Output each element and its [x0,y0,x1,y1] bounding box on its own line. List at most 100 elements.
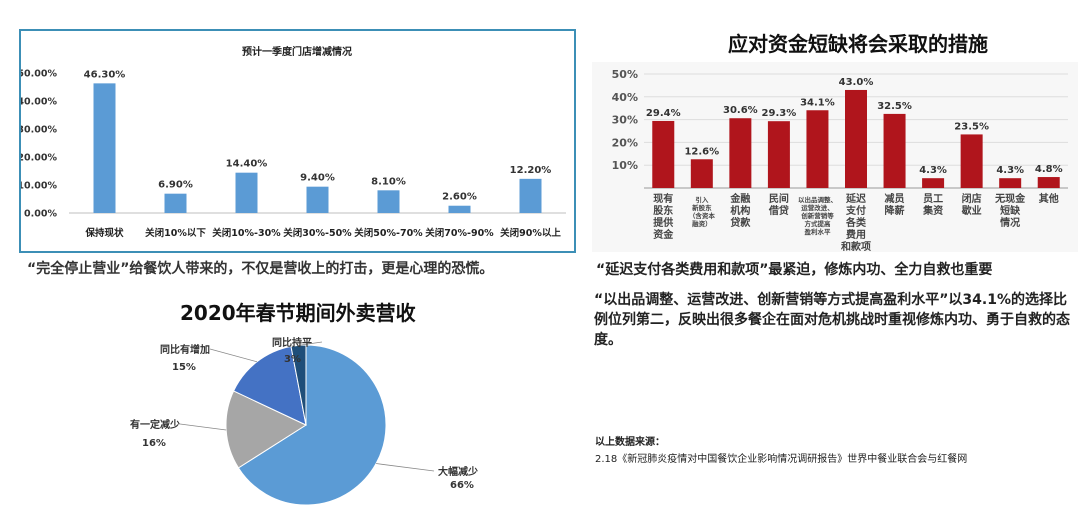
chart1-bar [235,172,258,213]
chart1-value-label: 14.40% [226,159,268,170]
chart1-x-label: 关闭70%-90% [425,227,494,239]
pie-value-label: 16% [142,438,166,449]
chart2-x-label: 集资 [922,204,943,217]
source-block: 以上数据来源： 2.18《新冠肺炎疫情对中国餐饮企业影响情况调研报告》世界中餐业… [595,433,967,465]
chart-store-change-frame: 预计一季度门店增减情况 0.00% 10.00% 20.00% 30.00% 40.00%… [17,29,576,253]
chart1-value-label: 9.40% [300,173,335,184]
chart2-x-label: 机构 [730,204,750,217]
chart1-x-label: 关闭30%-50% [283,227,352,239]
chart1-x-label: 关闭10%以下 [145,227,206,239]
chart1-ytick-label: 30.00% [21,125,57,136]
chart2-value-label: 29.3% [762,108,797,119]
chart1-ytick-label: 10.00% [21,181,57,192]
chart1-x-label: 关闭10%-30% [212,227,281,239]
chart1-bar [448,205,471,213]
pie-category-label: 有一定减少 [130,418,180,431]
chart2-x-label: 引入 [695,195,709,204]
chart1-ytick-label: 50.00% [21,69,57,80]
chart2-value-label: 43.0% [839,77,874,88]
bar-chart-store-change: 预计一季度门店增减情况 0.00% 10.00% 20.00% 30.00% 40.00%… [17,45,566,239]
chart2-value-label: 4.8% [1035,164,1063,175]
chart2-x-label: 员工 [923,193,943,205]
chart2-ytick-label: 10% [612,159,638,172]
chart2-bar [845,89,867,188]
source-label: 以上数据来源： [595,437,665,448]
pie-slice [237,344,387,506]
pie-value-label: 3% [284,354,301,365]
chart2-x-label: 和款项 [840,240,871,252]
chart2-x-label: 贷款 [729,216,751,229]
source-text: 2.18《新冠肺炎疫情对中国餐饮企业影响情况调研报告》世界中餐业联合会与红餐网 [595,454,968,465]
chart2-x-label: 新股东 [692,203,712,212]
chart2-x-label: 短缺 [1000,204,1021,217]
chart2-bar [883,113,906,188]
chart2-x-label: 股东 [653,204,673,217]
chart2-value-label: 32.5% [877,101,912,112]
chart2-bar [960,134,983,188]
chart2-x-label: 各类 [845,216,866,229]
pie-slice [290,344,307,426]
chart1-value-label: 2.60% [442,192,477,203]
chart2-bar [806,110,829,188]
chart2-bar [652,120,675,188]
chart2-ytick-label: 50% [612,68,638,81]
chart2-x-label: 创新营销等 [800,211,834,220]
chart1-bar [306,186,329,213]
chart2-ytick-label: 40% [612,91,638,104]
chart2-x-label: 以出品调整、 [798,195,837,204]
chart1-ytick-label: 40.00% [21,97,57,108]
pie-value-label: 15% [172,362,196,373]
chart2-x-label: 资金 [653,228,674,241]
chart2-bar [1037,177,1060,188]
chart1-ytick-label: 20.00% [21,153,57,164]
pie-slice [232,345,307,426]
chart2-x-label: 降薪 [885,204,905,217]
chart2-x-label: 提供 [653,216,673,229]
chart1-x-label: 关闭50%-70% [354,227,423,239]
chart1-value-label: 6.90% [158,180,193,191]
pie-leader-line [298,341,323,346]
chart1-value-label: 12.20% [510,165,552,176]
chart1-bar [93,83,116,213]
chart1-bar [164,193,187,213]
pie-category-label: 大幅减少 [438,465,478,478]
chart2-x-label: 费用 [846,228,866,241]
chart2-x-label: 闭店 [962,192,982,205]
chart2-x-label: 盈利水平 [803,227,831,236]
chart2-x-label: 支付 [845,204,866,217]
pie-category-label: 同比有增加 [160,343,210,356]
pie-slice [225,390,308,469]
chart2-x-label: 现有 [653,192,673,205]
chart2-value-label: 12.6% [684,146,719,157]
chart2-x-label: 运营改进、 [801,203,834,212]
chart2-value-label: 4.3% [996,165,1024,176]
right-chart-title: 应对资金短缺将会采取的措施 [728,32,988,56]
chart2-x-label: 无现金 [994,192,1026,205]
chart2-x-label: 其他 [1039,192,1059,205]
chart1-x-label: 关闭90%以上 [500,227,561,239]
chart1-ytick-label: 0.00% [24,209,57,220]
pie-category-label: 同比持平 [272,336,312,349]
chart2-x-label: 减员 [885,192,905,205]
chart2-value-label: 4.3% [919,165,947,176]
chart2-x-label: 歇业 [961,204,982,217]
pie-leader-line [209,348,258,363]
caption-left: “完全停止营业”给餐饮人带来的，不仅是营收上的打击，更是心理的恐慌。 [27,261,494,277]
pie-leader-line [376,463,435,472]
chart2-x-label: （含资本 [689,211,716,220]
chart2-x-label: 借贷 [768,204,789,217]
chart2-value-label: 23.5% [954,121,989,132]
right-subtitle: “延迟支付各类费用和款项”最紧迫，修炼内功、全力自救也重要 [596,262,993,278]
pie-chart-takeout-revenue: 大幅减少 66% 有一定减少 16% 同比有增加 15% 同比持平 3% [130,336,478,506]
chart2-x-label: 方式提高 [804,219,831,228]
chart2-value-label: 30.6% [723,105,758,116]
chart2-x-label: 民间 [769,192,789,205]
chart2-value-label: 34.1% [800,97,835,108]
chart2-ytick-label: 20% [612,136,638,149]
chart1-bar [519,178,542,213]
chart2-value-label: 29.4% [646,108,681,119]
pie-chart-title: 2020年春节期间外卖营收 [180,301,416,325]
chart1-title: 预计一季度门店增减情况 [242,45,352,58]
chart2-x-label: 情况 [1000,216,1020,229]
